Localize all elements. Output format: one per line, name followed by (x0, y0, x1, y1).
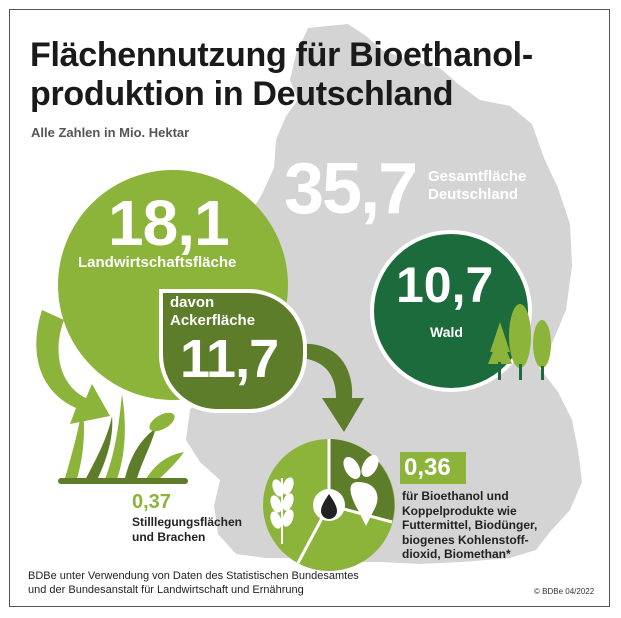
fallow-label: Stilllegungsflächen und Brachen (132, 515, 242, 545)
curved-arrow-icon-2 (300, 343, 364, 432)
agriculture-label: Landwirtschaftsfläche (78, 254, 237, 271)
fallow-label-line-2: und Brachen (132, 530, 206, 544)
total-label-line-1: Gesamtfläche (428, 168, 527, 185)
bioethanol-line-2: Koppelprodukte wie (402, 503, 517, 518)
forest-label: Wald (430, 324, 463, 340)
ethanol-drop-icon (321, 494, 337, 519)
bioethanol-line-5: dioxid, Biomethan* (402, 547, 511, 561)
arable-label-line-1: davon (170, 294, 215, 311)
arable-badge (159, 289, 307, 413)
total-value: 35,7 (284, 149, 418, 229)
curved-arrow-icon (36, 310, 110, 424)
bioethanol-value: 0,36 (404, 454, 451, 481)
arable-value: 11,7 (180, 329, 279, 389)
source-note: BDBe unter Verwendung von Daten des Stat… (28, 569, 359, 597)
total-label: Gesamtfläche Deutschland (428, 168, 526, 204)
title-line-1: Flächennutzung für Bioethanol- (30, 36, 533, 74)
infographic-frame: Flächennutzung für Bioethanol- produktio… (9, 9, 610, 607)
forest-circle (370, 230, 532, 392)
subtitle: Alle Zahlen in Mio. Hektar (31, 125, 190, 140)
agriculture-value: 18,1 (108, 187, 230, 259)
bioethanol-badge (400, 452, 466, 484)
total-label-line-2: Deutschland (428, 186, 519, 203)
page-title: Flächennutzung für Bioethanol- produktio… (30, 36, 533, 114)
grass-plant-icon (58, 394, 188, 484)
bioethanol-line-4: biogenes Kohlenstoff- (402, 532, 529, 547)
bioethanol-label: für Bioethanol und Koppelprodukte wie Fu… (402, 489, 572, 562)
sugar-beet-icon (343, 455, 379, 526)
title-line-2: produktion in Deutschland (30, 75, 454, 113)
fallow-value: 0,37 (132, 491, 171, 513)
forest-value: 10,7 (396, 257, 494, 313)
pie-chart-icon (263, 439, 395, 571)
arable-label: davon Ackerfläche (170, 294, 255, 330)
arable-label-line-2: Ackerfläche (170, 312, 256, 329)
wheat-icon (270, 477, 294, 544)
copyright: © BDBe 04/2022 (534, 587, 595, 596)
bioethanol-line-1: für Bioethanol und (402, 489, 509, 503)
tree-icon (488, 304, 551, 380)
source-line-1: BDBe unter Verwendung von Daten des Stat… (28, 570, 359, 582)
source-line-2: und der Bundesanstalt für Landwirtschaft… (28, 584, 304, 596)
bioethanol-line-3: Futtermittel, Biodünger, (402, 518, 538, 532)
fallow-label-line-1: Stilllegungsflächen (132, 515, 243, 529)
